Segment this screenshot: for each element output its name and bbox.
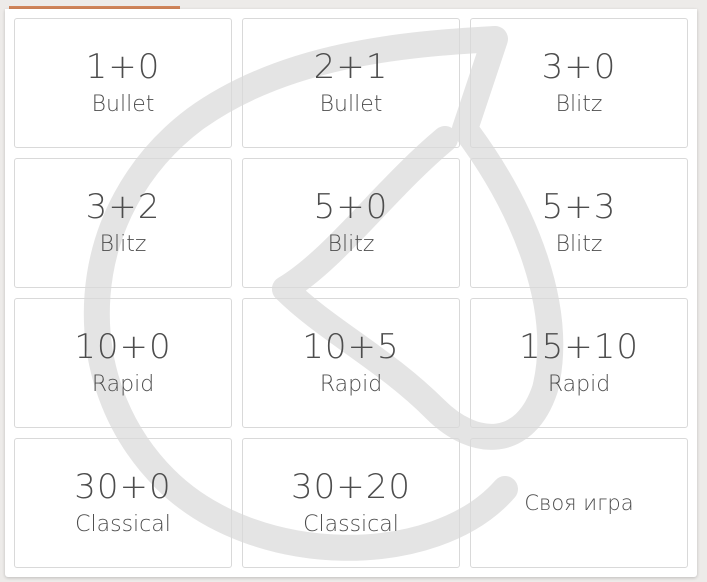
clock-label: 15+10	[518, 327, 639, 367]
active-tab-indicator	[9, 6, 180, 9]
clock-label: 3+0	[541, 47, 617, 87]
clock-label: 1+0	[85, 47, 161, 87]
pool-10-0[interactable]: 10+0 Rapid	[14, 298, 232, 428]
quick-pairing-panel: 1+0 Bullet 2+1 Bullet 3+0 Blitz 3+2 Blitz 5+…	[5, 9, 697, 577]
custom-game-label: Своя игра	[524, 491, 634, 515]
perf-label: Classical	[303, 512, 399, 537]
pool-3-2[interactable]: 3+2 Blitz	[14, 158, 232, 288]
perf-label: Bullet	[91, 92, 155, 117]
perf-label: Rapid	[91, 372, 155, 397]
pool-5-3[interactable]: 5+3 Blitz	[470, 158, 688, 288]
pool-2-1[interactable]: 2+1 Bullet	[242, 18, 460, 148]
perf-label: Rapid	[547, 372, 611, 397]
perf-label: Bullet	[319, 92, 383, 117]
pool-5-0[interactable]: 5+0 Blitz	[242, 158, 460, 288]
pool-1-0[interactable]: 1+0 Bullet	[14, 18, 232, 148]
clock-label: 5+3	[541, 187, 617, 227]
pool-10-5[interactable]: 10+5 Rapid	[242, 298, 460, 428]
clock-label: 2+1	[313, 47, 389, 87]
pool-15-10[interactable]: 15+10 Rapid	[470, 298, 688, 428]
perf-label: Blitz	[555, 92, 603, 117]
perf-label: Classical	[75, 512, 171, 537]
pool-grid: 1+0 Bullet 2+1 Bullet 3+0 Blitz 3+2 Blitz 5+…	[14, 18, 688, 568]
custom-game-button[interactable]: Своя игра	[470, 438, 688, 568]
clock-label: 5+0	[313, 187, 389, 227]
clock-label: 3+2	[85, 187, 161, 227]
clock-label: 30+20	[290, 467, 411, 507]
perf-label: Blitz	[555, 232, 603, 257]
perf-label: Rapid	[319, 372, 383, 397]
perf-label: Blitz	[99, 232, 147, 257]
clock-label: 30+0	[74, 467, 172, 507]
pool-3-0[interactable]: 3+0 Blitz	[470, 18, 688, 148]
clock-label: 10+5	[302, 327, 400, 367]
perf-label: Blitz	[327, 232, 375, 257]
pool-30-0[interactable]: 30+0 Classical	[14, 438, 232, 568]
clock-label: 10+0	[74, 327, 172, 367]
pool-30-20[interactable]: 30+20 Classical	[242, 438, 460, 568]
